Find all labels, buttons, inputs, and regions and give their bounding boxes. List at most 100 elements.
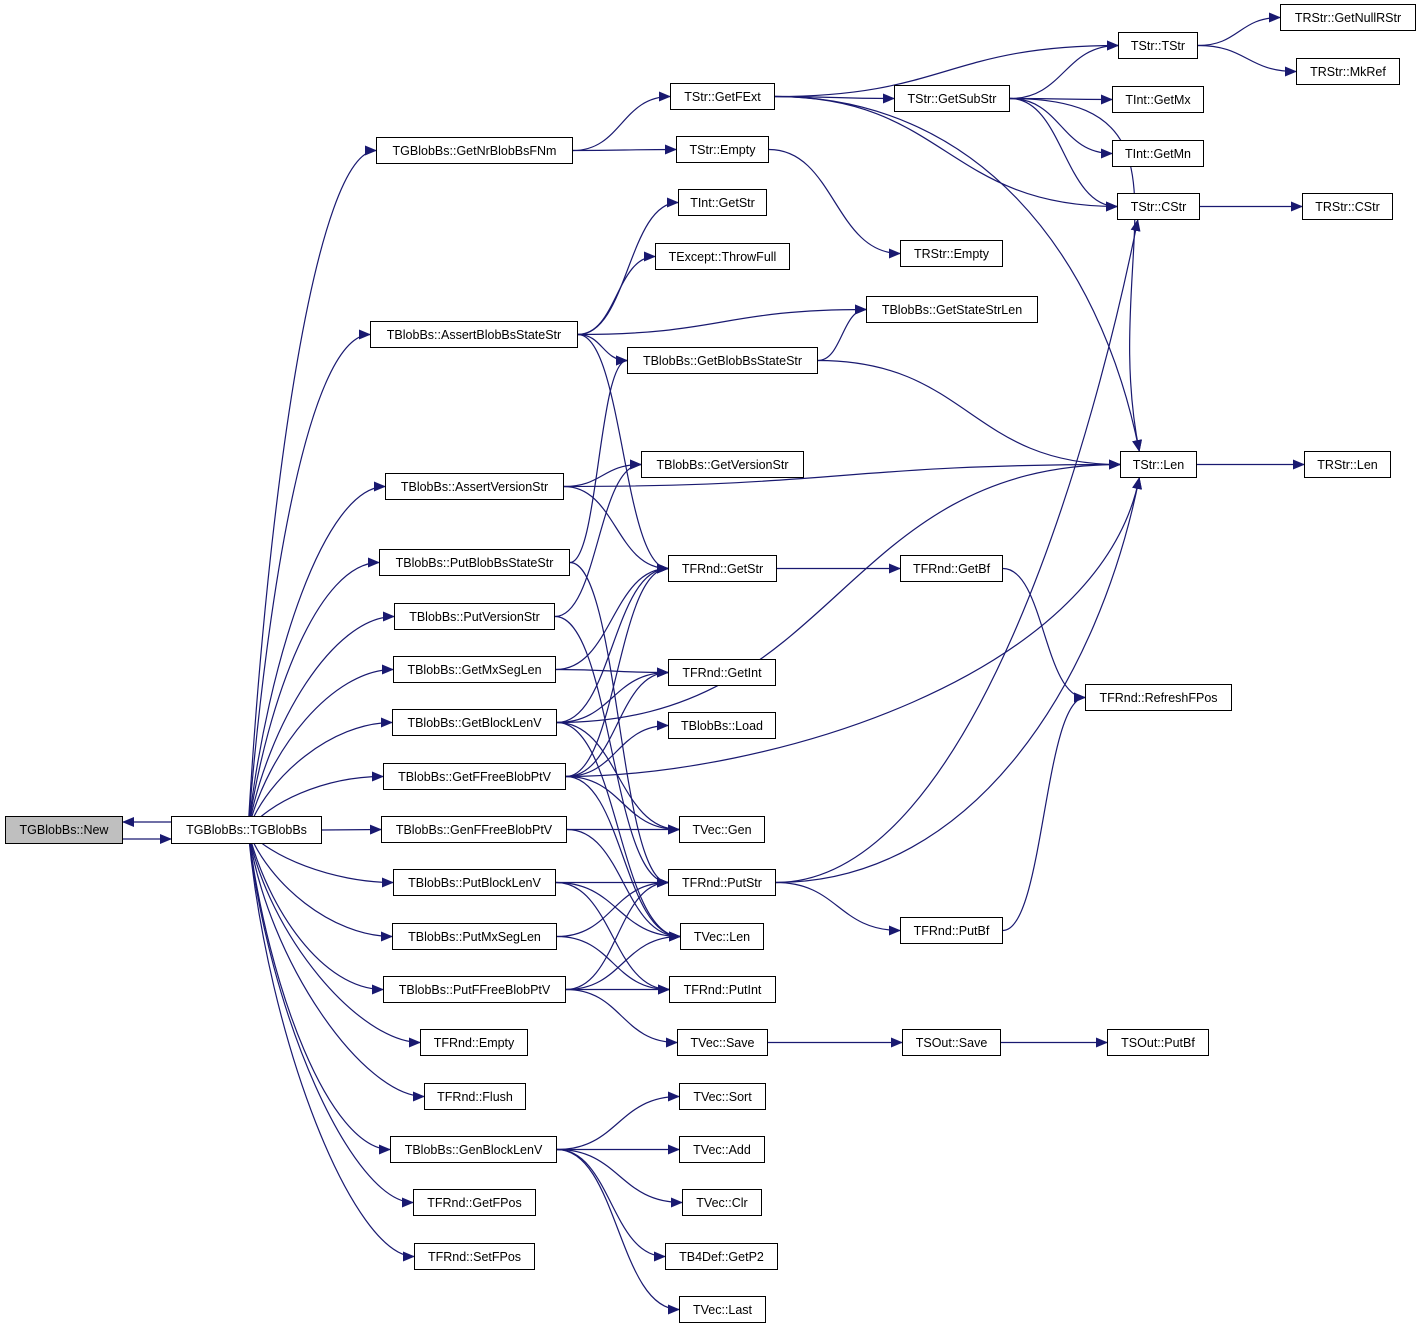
node-tint-getmx[interactable]: TInt::GetMx (1112, 86, 1204, 113)
node-tgblobbs-getnrblobbsfnm[interactable]: TGBlobBs::GetNrBlobBsFNm (376, 137, 573, 164)
edge-tblobbs-putblocklenv-to-tfrnd-putint (555, 881, 670, 995)
node-tvec-clr[interactable]: TVec::Clr (682, 1189, 762, 1216)
edge-tstr-getsubstr-to-tint-getmn (1009, 97, 1113, 159)
node-tfrnd-getint[interactable]: TFRnd::GetInt (668, 659, 776, 686)
node-tblobbs-putblocklenv[interactable]: TBlobBs::PutBlockLenV (393, 869, 556, 896)
node-tb4def-getp2[interactable]: TB4Def::GetP2 (665, 1243, 778, 1270)
edge-tblobbs-getffreeblobptv-to-tblobbs-load (565, 720, 669, 778)
node-tblobbs-putmxseglen[interactable]: TBlobBs::PutMxSegLen (392, 923, 557, 950)
node-tstr-cstr[interactable]: TStr::CStr (1117, 193, 1200, 220)
node-tvec-add[interactable]: TVec::Add (679, 1136, 765, 1163)
edge-tblobbs-putblobbsstatestr-to-tblobbs-getblobbsstatestr (569, 355, 628, 564)
edge-tstr-getfext-to-tstr-tstr (774, 40, 1119, 98)
node-tfrnd-putint[interactable]: TFRnd::PutInt (669, 976, 776, 1003)
node-tblobbs-genblocklenv[interactable]: TBlobBs::GenBlockLenV (390, 1136, 557, 1163)
edge-tblobbs-getblobbsstatestr-to-tstr-len (817, 359, 1121, 470)
edge-tstr-getsubstr-to-tstr-tstr (1009, 40, 1119, 100)
node-tblobbs-getstatestrlen[interactable]: TBlobBs::GetStateStrLen (866, 296, 1038, 323)
node-tstr-tstr[interactable]: TStr::TStr (1118, 32, 1198, 59)
edge-tstr-tstr-to-trstr-mkref (1197, 44, 1297, 77)
node-trstr-mkref[interactable]: TRStr::MkRef (1296, 58, 1400, 85)
node-tfrnd-empty[interactable]: TFRnd::Empty (420, 1029, 528, 1056)
edge-tblobbs-putffreeblobptv-to-tfrnd-putstr (565, 877, 669, 991)
node-trstr-cstr[interactable]: TRStr::CStr (1302, 193, 1393, 220)
node-tfrnd-getstr[interactable]: TFRnd::GetStr (668, 555, 777, 582)
edge-tgblobbs-tgblobbs-to-tfrnd-flush (247, 829, 425, 1102)
edge-tgblobbs-tgblobbs-to-tblobbs-genffreeblobptv (321, 824, 382, 835)
node-tint-getstr[interactable]: TInt::GetStr (678, 189, 767, 216)
node-tvec-save[interactable]: TVec::Save (677, 1029, 768, 1056)
edge-tstr-empty-to-trstr-empty (768, 148, 901, 259)
edge-tblobbs-genblocklenv-to-tvec-last (556, 1148, 680, 1315)
node-tvec-last[interactable]: TVec::Last (679, 1296, 766, 1323)
edge-tblobbs-putffreeblobptv-to-tvec-len (565, 931, 681, 991)
edge-tfrnd-putstr-to-tstr-cstr (775, 219, 1141, 884)
node-tfrnd-getfpos[interactable]: TFRnd::GetFPos (413, 1189, 536, 1216)
edge-tblobbs-assertblobbsstatestr-to-texcept-throwfull (577, 251, 656, 336)
node-tblobbs-load[interactable]: TBlobBs::Load (668, 712, 776, 739)
edge-tblobbs-assertblobbsstatestr-to-tfrnd-getstr (577, 333, 669, 574)
node-trstr-empty[interactable]: TRStr::Empty (900, 240, 1003, 267)
edge-tblobbs-assertversionstr-to-tstr-len (563, 459, 1121, 488)
node-tblobbs-putblobbsstatestr[interactable]: TBlobBs::PutBlobBsStateStr (379, 549, 570, 576)
edge-tblobbs-putblobbsstatestr-to-tfrnd-putstr (569, 561, 669, 888)
node-tfrnd-flush[interactable]: TFRnd::Flush (424, 1083, 526, 1110)
node-tblobbs-getblocklenv[interactable]: TBlobBs::GetBlockLenV (392, 709, 557, 736)
node-tblobbs-getversionstr[interactable]: TBlobBs::GetVersionStr (641, 451, 804, 478)
node-texcept-throwfull[interactable]: TExcept::ThrowFull (655, 243, 790, 270)
node-tblobbs-assertblobbsstatestr[interactable]: TBlobBs::AssertBlobBsStateStr (370, 321, 578, 348)
node-tvec-sort[interactable]: TVec::Sort (679, 1083, 766, 1110)
edge-tstr-getfext-to-tstr-len (774, 95, 1142, 452)
edge-tgblobbs-tgblobbs-to-tblobbs-putversionstr (247, 611, 395, 831)
edge-tblobbs-putversionstr-to-tblobbs-getversionstr (554, 459, 642, 618)
edge-tgblobbs-tgblobbs-to-tblobbs-genblocklenv (247, 829, 391, 1155)
edge-tstr-tstr-to-trstr-getnullrstr (1197, 12, 1281, 47)
edge-tblobbs-getffreeblobptv-to-tfrnd-getint (565, 667, 669, 778)
node-tfrnd-putstr[interactable]: TFRnd::PutStr (668, 869, 776, 896)
edge-tgblobbs-tgblobbs-to-tblobbs-assertblobbsstatestr (247, 329, 371, 831)
node-tblobbs-assertversionstr[interactable]: TBlobBs::AssertVersionStr (385, 473, 564, 500)
node-tvec-len[interactable]: TVec::Len (680, 923, 764, 950)
node-tstr-len[interactable]: TStr::Len (1120, 451, 1197, 478)
node-tblobbs-getffreeblobptv[interactable]: TBlobBs::GetFFreeBlobPtV (383, 763, 566, 790)
edge-tblobbs-genblocklenv-to-tvec-clr (556, 1148, 683, 1208)
node-tfrnd-getbf[interactable]: TFRnd::GetBf (900, 555, 1003, 582)
node-tstr-getsubstr[interactable]: TStr::GetSubStr (894, 85, 1010, 112)
edge-tgblobbs-tgblobbs-to-tblobbs-getblocklenv (247, 717, 393, 831)
node-tblobbs-putffreeblobptv[interactable]: TBlobBs::PutFFreeBlobPtV (383, 976, 566, 1003)
node-tfrnd-refreshfpos[interactable]: TFRnd::RefreshFPos (1085, 684, 1232, 711)
edge-tfrnd-getbf-to-tfrnd-refreshfpos (1002, 567, 1086, 703)
node-trstr-len[interactable]: TRStr::Len (1304, 451, 1391, 478)
edge-tblobbs-getblocklenv-to-tfrnd-getint (556, 667, 669, 724)
node-tsout-putbf[interactable]: TSOut::PutBf (1107, 1029, 1209, 1056)
node-tstr-getfext[interactable]: TStr::GetFExt (670, 83, 775, 110)
edge-tgblobbs-tgblobbs-to-tblobbs-putffreeblobptv (247, 829, 384, 995)
edge-tfrnd-putstr-to-tstr-len (775, 477, 1142, 884)
edge-tgblobbs-tgblobbs-to-tfrnd-empty (247, 829, 421, 1048)
edge-tgblobbs-getnrblobbsfnm-to-tstr-getfext (572, 91, 671, 152)
node-tblobbs-getblobbsstatestr[interactable]: TBlobBs::GetBlobBsStateStr (627, 347, 818, 374)
edge-tblobbs-getblocklenv-to-tfrnd-getstr (556, 563, 669, 724)
edge-tgblobbs-tgblobbs-to-tblobbs-putmxseglen (247, 829, 393, 942)
node-tvec-gen[interactable]: TVec::Gen (679, 816, 765, 843)
node-tfrnd-setfpos[interactable]: TFRnd::SetFPos (414, 1243, 535, 1270)
node-tgblobbs-tgblobbs[interactable]: TGBlobBs::TGBlobBs (171, 816, 322, 844)
node-trstr-getnullrstr[interactable]: TRStr::GetNullRStr (1280, 4, 1416, 31)
node-tsout-save[interactable]: TSOut::Save (902, 1029, 1001, 1056)
node-tblobbs-putversionstr[interactable]: TBlobBs::PutVersionStr (394, 603, 555, 630)
edge-tstr-getsubstr-to-tstr-cstr (1009, 97, 1118, 212)
edge-tblobbs-assertversionstr-to-tfrnd-getstr (563, 485, 669, 574)
edge-tblobbs-assertblobbsstatestr-to-tblobbs-getstatestrlen (577, 304, 867, 336)
edge-tfrnd-putstr-to-tfrnd-putbf (775, 881, 901, 936)
edge-tblobbs-getffreeblobptv-to-tstr-len (565, 477, 1142, 778)
node-tblobbs-genffreeblobptv[interactable]: TBlobBs::GenFFreeBlobPtV (381, 816, 567, 843)
edge-tblobbs-getblocklenv-to-tvec-gen (556, 721, 680, 835)
edge-tgblobbs-tgblobbs-to-tgblobbs-getnrblobbsfnm (247, 145, 377, 831)
node-tfrnd-putbf[interactable]: TFRnd::PutBf (900, 917, 1003, 944)
node-tgblobbs-new[interactable]: TGBlobBs::New (5, 816, 123, 844)
edge-tblobbs-getffreeblobptv-to-tfrnd-getstr (565, 563, 669, 778)
node-tint-getmn[interactable]: TInt::GetMn (1112, 140, 1204, 167)
node-tstr-empty[interactable]: TStr::Empty (676, 136, 769, 163)
node-tblobbs-getmxseglen[interactable]: TBlobBs::GetMxSegLen (393, 656, 556, 683)
